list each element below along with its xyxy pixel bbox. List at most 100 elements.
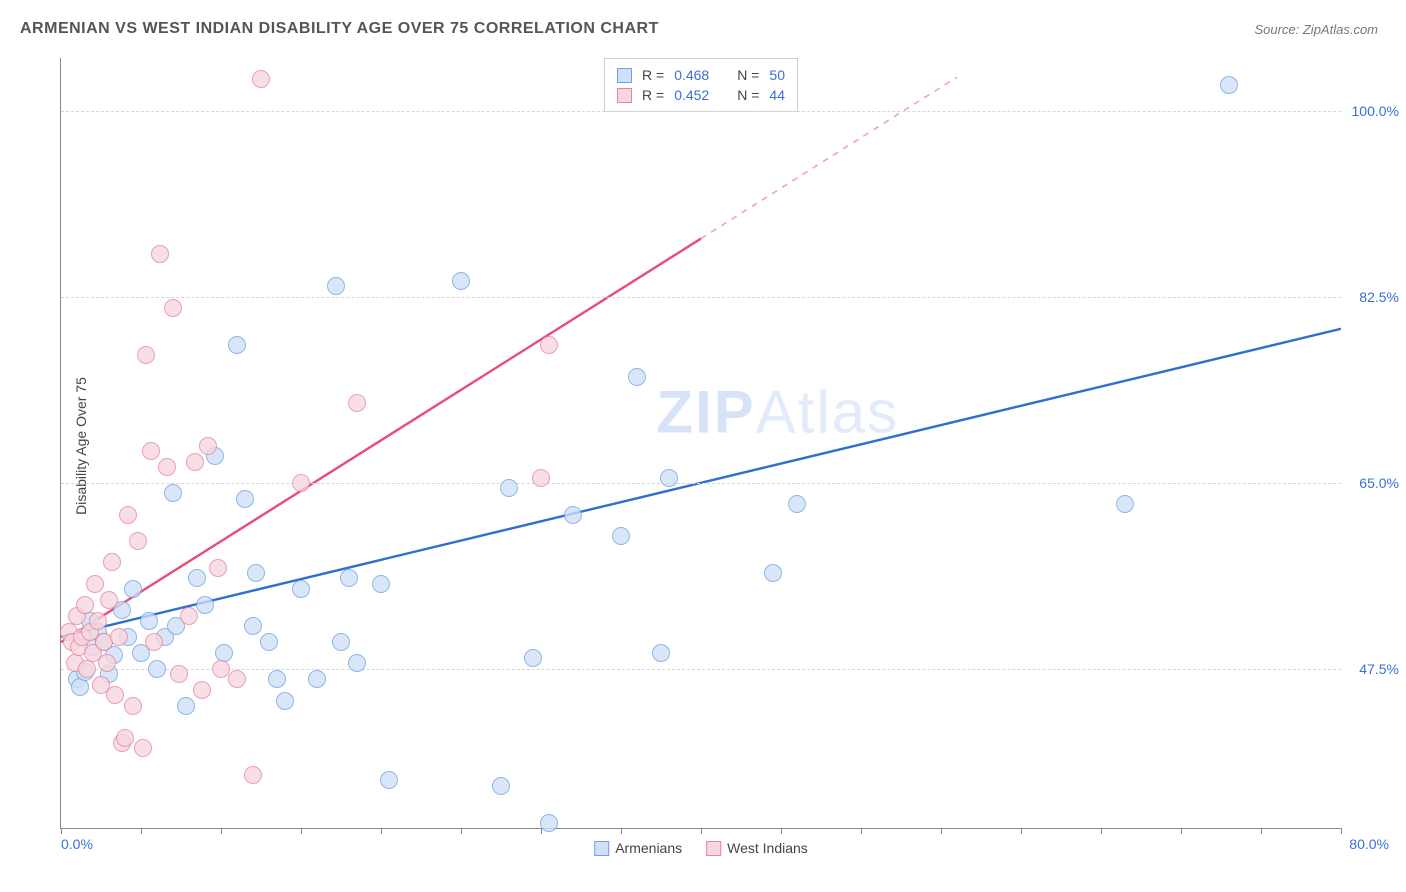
scatter-point: [76, 596, 94, 614]
scatter-point: [148, 660, 166, 678]
scatter-point: [524, 649, 542, 667]
scatter-point: [260, 633, 278, 651]
n-label: N =: [737, 65, 759, 85]
scatter-point: [196, 596, 214, 614]
x-tick: [61, 828, 62, 834]
scatter-point: [564, 506, 582, 524]
n-value: 44: [769, 85, 785, 105]
x-tick: [701, 828, 702, 834]
gridline: [61, 483, 1341, 484]
scatter-point: [500, 479, 518, 497]
scatter-point: [164, 299, 182, 317]
scatter-point: [170, 665, 188, 683]
x-tick: [1181, 828, 1182, 834]
scatter-point: [129, 532, 147, 550]
scatter-point: [492, 777, 510, 795]
chart-plot-area: ZIPAtlas R = 0.468 N = 50 R = 0.452 N = …: [60, 58, 1341, 829]
scatter-point: [186, 453, 204, 471]
scatter-point: [540, 814, 558, 832]
scatter-point: [228, 336, 246, 354]
legend-label: West Indians: [727, 840, 808, 856]
r-label: R =: [642, 65, 664, 85]
x-axis-max-label: 80.0%: [1349, 836, 1389, 852]
x-axis-min-label: 0.0%: [61, 836, 93, 852]
scatter-point: [116, 729, 134, 747]
x-tick: [141, 828, 142, 834]
scatter-point: [124, 697, 142, 715]
scatter-point: [212, 660, 230, 678]
scatter-point: [532, 469, 550, 487]
x-tick: [1341, 828, 1342, 834]
x-tick: [621, 828, 622, 834]
swatch-westindians: [617, 88, 632, 103]
regression-lines: [61, 58, 1341, 828]
scatter-point: [340, 569, 358, 587]
scatter-point: [124, 580, 142, 598]
scatter-point: [788, 495, 806, 513]
scatter-point: [380, 771, 398, 789]
chart-title: ARMENIAN VS WEST INDIAN DISABILITY AGE O…: [20, 20, 659, 38]
scatter-point: [103, 553, 121, 571]
gridline: [61, 297, 1341, 298]
gridline: [61, 111, 1341, 112]
swatch-armenians: [617, 68, 632, 83]
y-tick-label: 65.0%: [1345, 475, 1399, 491]
n-label: N =: [737, 85, 759, 105]
x-tick: [941, 828, 942, 834]
gridline: [61, 669, 1341, 670]
scatter-point: [764, 564, 782, 582]
r-value: 0.468: [674, 65, 709, 85]
scatter-point: [244, 766, 262, 784]
scatter-point: [332, 633, 350, 651]
x-tick: [221, 828, 222, 834]
y-tick-label: 100.0%: [1345, 103, 1399, 119]
stats-row-westindians: R = 0.452 N = 44: [617, 85, 785, 105]
scatter-point: [142, 442, 160, 460]
legend-swatch-armenians: [594, 841, 609, 856]
scatter-point: [134, 739, 152, 757]
scatter-point: [348, 654, 366, 672]
scatter-point: [1220, 76, 1238, 94]
scatter-point: [78, 660, 96, 678]
scatter-point: [158, 458, 176, 476]
scatter-point: [98, 654, 116, 672]
n-value: 50: [769, 65, 785, 85]
scatter-point: [180, 607, 198, 625]
scatter-point: [452, 272, 470, 290]
series-legend: Armenians West Indians: [594, 840, 808, 856]
x-tick: [861, 828, 862, 834]
scatter-point: [145, 633, 163, 651]
y-tick-label: 47.5%: [1345, 661, 1399, 677]
x-tick: [381, 828, 382, 834]
scatter-point: [236, 490, 254, 508]
scatter-point: [1116, 495, 1134, 513]
watermark: ZIPAtlas: [656, 378, 899, 447]
legend-item-westindians: West Indians: [706, 840, 808, 856]
scatter-point: [652, 644, 670, 662]
scatter-point: [292, 474, 310, 492]
r-label: R =: [642, 85, 664, 105]
scatter-point: [137, 346, 155, 364]
scatter-point: [228, 670, 246, 688]
scatter-point: [612, 527, 630, 545]
scatter-point: [372, 575, 390, 593]
scatter-point: [110, 628, 128, 646]
x-tick: [1021, 828, 1022, 834]
scatter-point: [209, 559, 227, 577]
x-tick: [1101, 828, 1102, 834]
scatter-point: [164, 484, 182, 502]
legend-swatch-westindians: [706, 841, 721, 856]
scatter-point: [348, 394, 366, 412]
scatter-point: [100, 591, 118, 609]
scatter-point: [252, 70, 270, 88]
stats-row-armenians: R = 0.468 N = 50: [617, 65, 785, 85]
scatter-point: [86, 575, 104, 593]
x-tick: [461, 828, 462, 834]
scatter-point: [308, 670, 326, 688]
watermark-zip: ZIP: [656, 379, 755, 446]
watermark-atlas: Atlas: [756, 379, 899, 446]
r-value: 0.452: [674, 85, 709, 105]
stats-legend: R = 0.468 N = 50 R = 0.452 N = 44: [604, 58, 798, 112]
scatter-point: [119, 506, 137, 524]
scatter-point: [327, 277, 345, 295]
